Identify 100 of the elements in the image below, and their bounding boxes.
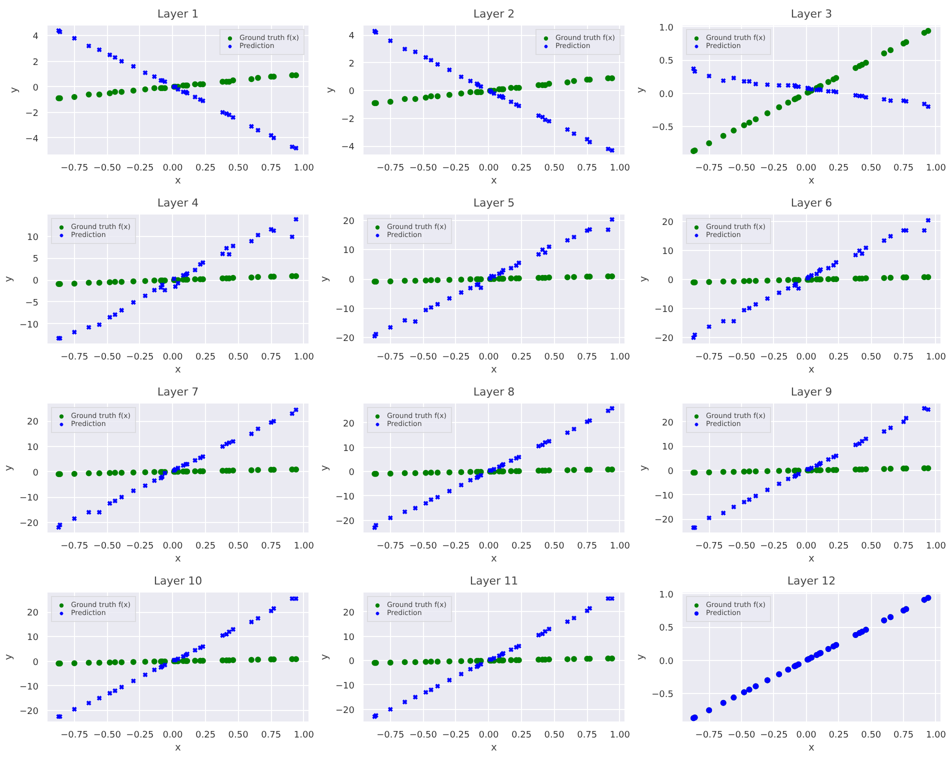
chart-title: Layer 4 (157, 196, 199, 210)
x-tick-label: 0.00 (796, 730, 817, 740)
y-tick-label: 0 (348, 657, 355, 668)
x-tick-label: 0.50 (544, 730, 565, 740)
x-tick-label: −0.75 (695, 730, 723, 740)
y-tick-label: −20 (654, 334, 674, 344)
y-tick-label: 20 (662, 418, 674, 428)
y-tick-label: 20 (662, 218, 674, 228)
y-tick-label: 10 (662, 247, 674, 258)
x-tick-label: 1.00 (294, 352, 314, 362)
x-tick-label: −0.75 (376, 164, 404, 174)
x-tick-label: 0.75 (894, 542, 914, 552)
chart-title: Layer 5 (473, 196, 515, 210)
x-tick-label: 0.00 (796, 164, 817, 174)
y-tick-label: 0.0 (659, 90, 674, 100)
y-tick-label: 20 (27, 418, 39, 428)
y-axis-title: y (4, 654, 15, 660)
y-tick-label: −10 (654, 491, 674, 502)
x-axis-title: x (491, 554, 498, 564)
x-tick-label: −0.50 (93, 542, 122, 552)
x-tick-label: 0.50 (861, 542, 882, 552)
x-tick-label: 0.00 (162, 730, 184, 740)
y-tick-label: 0 (32, 468, 39, 478)
y-tick-label: 2 (32, 58, 39, 68)
x-tick-label: 1.00 (610, 164, 630, 174)
x-tick-label: 0.00 (478, 730, 500, 740)
x-tick-label: 0.50 (228, 542, 249, 552)
x-tick-label: 0.25 (512, 542, 532, 552)
x-tick-label: 1.00 (926, 730, 946, 740)
y-tick-label: 0 (348, 468, 355, 478)
y-tick-label: 20 (27, 608, 39, 619)
x-tick-label: 0.00 (162, 352, 184, 362)
x-tick-label: 0.50 (861, 730, 882, 740)
x-tick-label: 0.25 (196, 352, 216, 362)
x-tick-label: 0.75 (894, 730, 914, 740)
x-tick-label: 0.75 (894, 164, 914, 174)
y-tick-label: 10 (343, 444, 355, 454)
y-tick-label: 0 (32, 658, 39, 668)
x-tick-label: −0.50 (409, 542, 438, 552)
x-tick-label: 0.00 (796, 352, 817, 362)
x-tick-label: 0.50 (544, 542, 565, 552)
y-tick-label: 1.0 (659, 23, 674, 34)
y-tick-label: −20 (336, 516, 355, 527)
x-tick-label: −0.50 (728, 352, 756, 362)
y-tick-label: 20 (343, 216, 355, 227)
x-tick-label: 0.00 (478, 542, 500, 552)
x-tick-label: −0.25 (760, 542, 788, 552)
x-tick-label: 1.00 (294, 164, 314, 174)
y-tick-label: 20 (343, 419, 355, 430)
y-tick-label: −4 (25, 134, 39, 144)
chart-title: Layer 12 (787, 574, 836, 588)
x-tick-label: −0.25 (442, 542, 470, 552)
x-tick-label: 0.25 (512, 730, 532, 740)
x-tick-label: 1.00 (294, 542, 314, 552)
x-tick-label: −0.25 (126, 164, 154, 174)
chart-title: Layer 10 (154, 574, 202, 588)
x-axis-title: x (808, 554, 815, 564)
y-axis-title: y (325, 86, 336, 93)
y-tick-label: −20 (336, 334, 355, 344)
y-tick-label: −10 (20, 682, 39, 692)
x-tick-label: −0.50 (93, 352, 122, 362)
x-tick-label: 1.00 (610, 352, 630, 362)
y-axis-title: y (638, 464, 650, 471)
x-tick-label: −0.50 (409, 352, 438, 362)
y-tick-label: 0 (348, 87, 355, 98)
x-axis-title: x (808, 742, 815, 754)
x-axis-title: x (175, 742, 182, 754)
y-tick-label: 0 (668, 466, 674, 477)
chart-title: Layer 7 (157, 386, 199, 398)
y-tick-label: 10 (343, 246, 355, 256)
y-axis-title: y (320, 654, 331, 660)
x-tick-label: 0.75 (261, 730, 282, 740)
x-tick-label: 0.50 (228, 730, 249, 740)
x-tick-label: 0.25 (196, 164, 216, 174)
y-tick-label: −10 (20, 320, 39, 330)
y-tick-label: 0.0 (659, 656, 674, 667)
y-tick-label: −20 (654, 516, 674, 526)
x-tick-label: −0.75 (60, 542, 88, 552)
x-tick-label: −0.50 (409, 730, 438, 740)
x-tick-label: −0.25 (126, 730, 154, 740)
x-tick-label: 1.00 (294, 730, 314, 740)
x-axis-title: x (491, 364, 498, 376)
y-tick-label: 0.5 (659, 56, 674, 67)
y-tick-label: 2 (348, 59, 355, 70)
x-tick-label: −0.75 (695, 352, 723, 362)
y-tick-label: −0.5 (652, 123, 674, 134)
x-tick-label: −0.25 (760, 164, 788, 174)
y-tick-label: 1.0 (659, 590, 674, 600)
x-tick-label: −0.75 (60, 164, 88, 174)
x-tick-label: 0.00 (478, 164, 500, 174)
x-tick-label: −0.25 (442, 164, 470, 174)
y-tick-label: −5 (25, 298, 39, 308)
y-axis-title: y (638, 276, 650, 282)
x-tick-label: 0.25 (828, 164, 849, 174)
chart-title: Layer 8 (473, 386, 515, 398)
x-tick-label: −0.75 (60, 730, 88, 740)
x-axis-title: x (491, 176, 498, 186)
x-tick-label: 0.25 (196, 542, 216, 552)
x-tick-label: 0.75 (261, 542, 282, 552)
chart-title: Layer 9 (790, 386, 832, 398)
